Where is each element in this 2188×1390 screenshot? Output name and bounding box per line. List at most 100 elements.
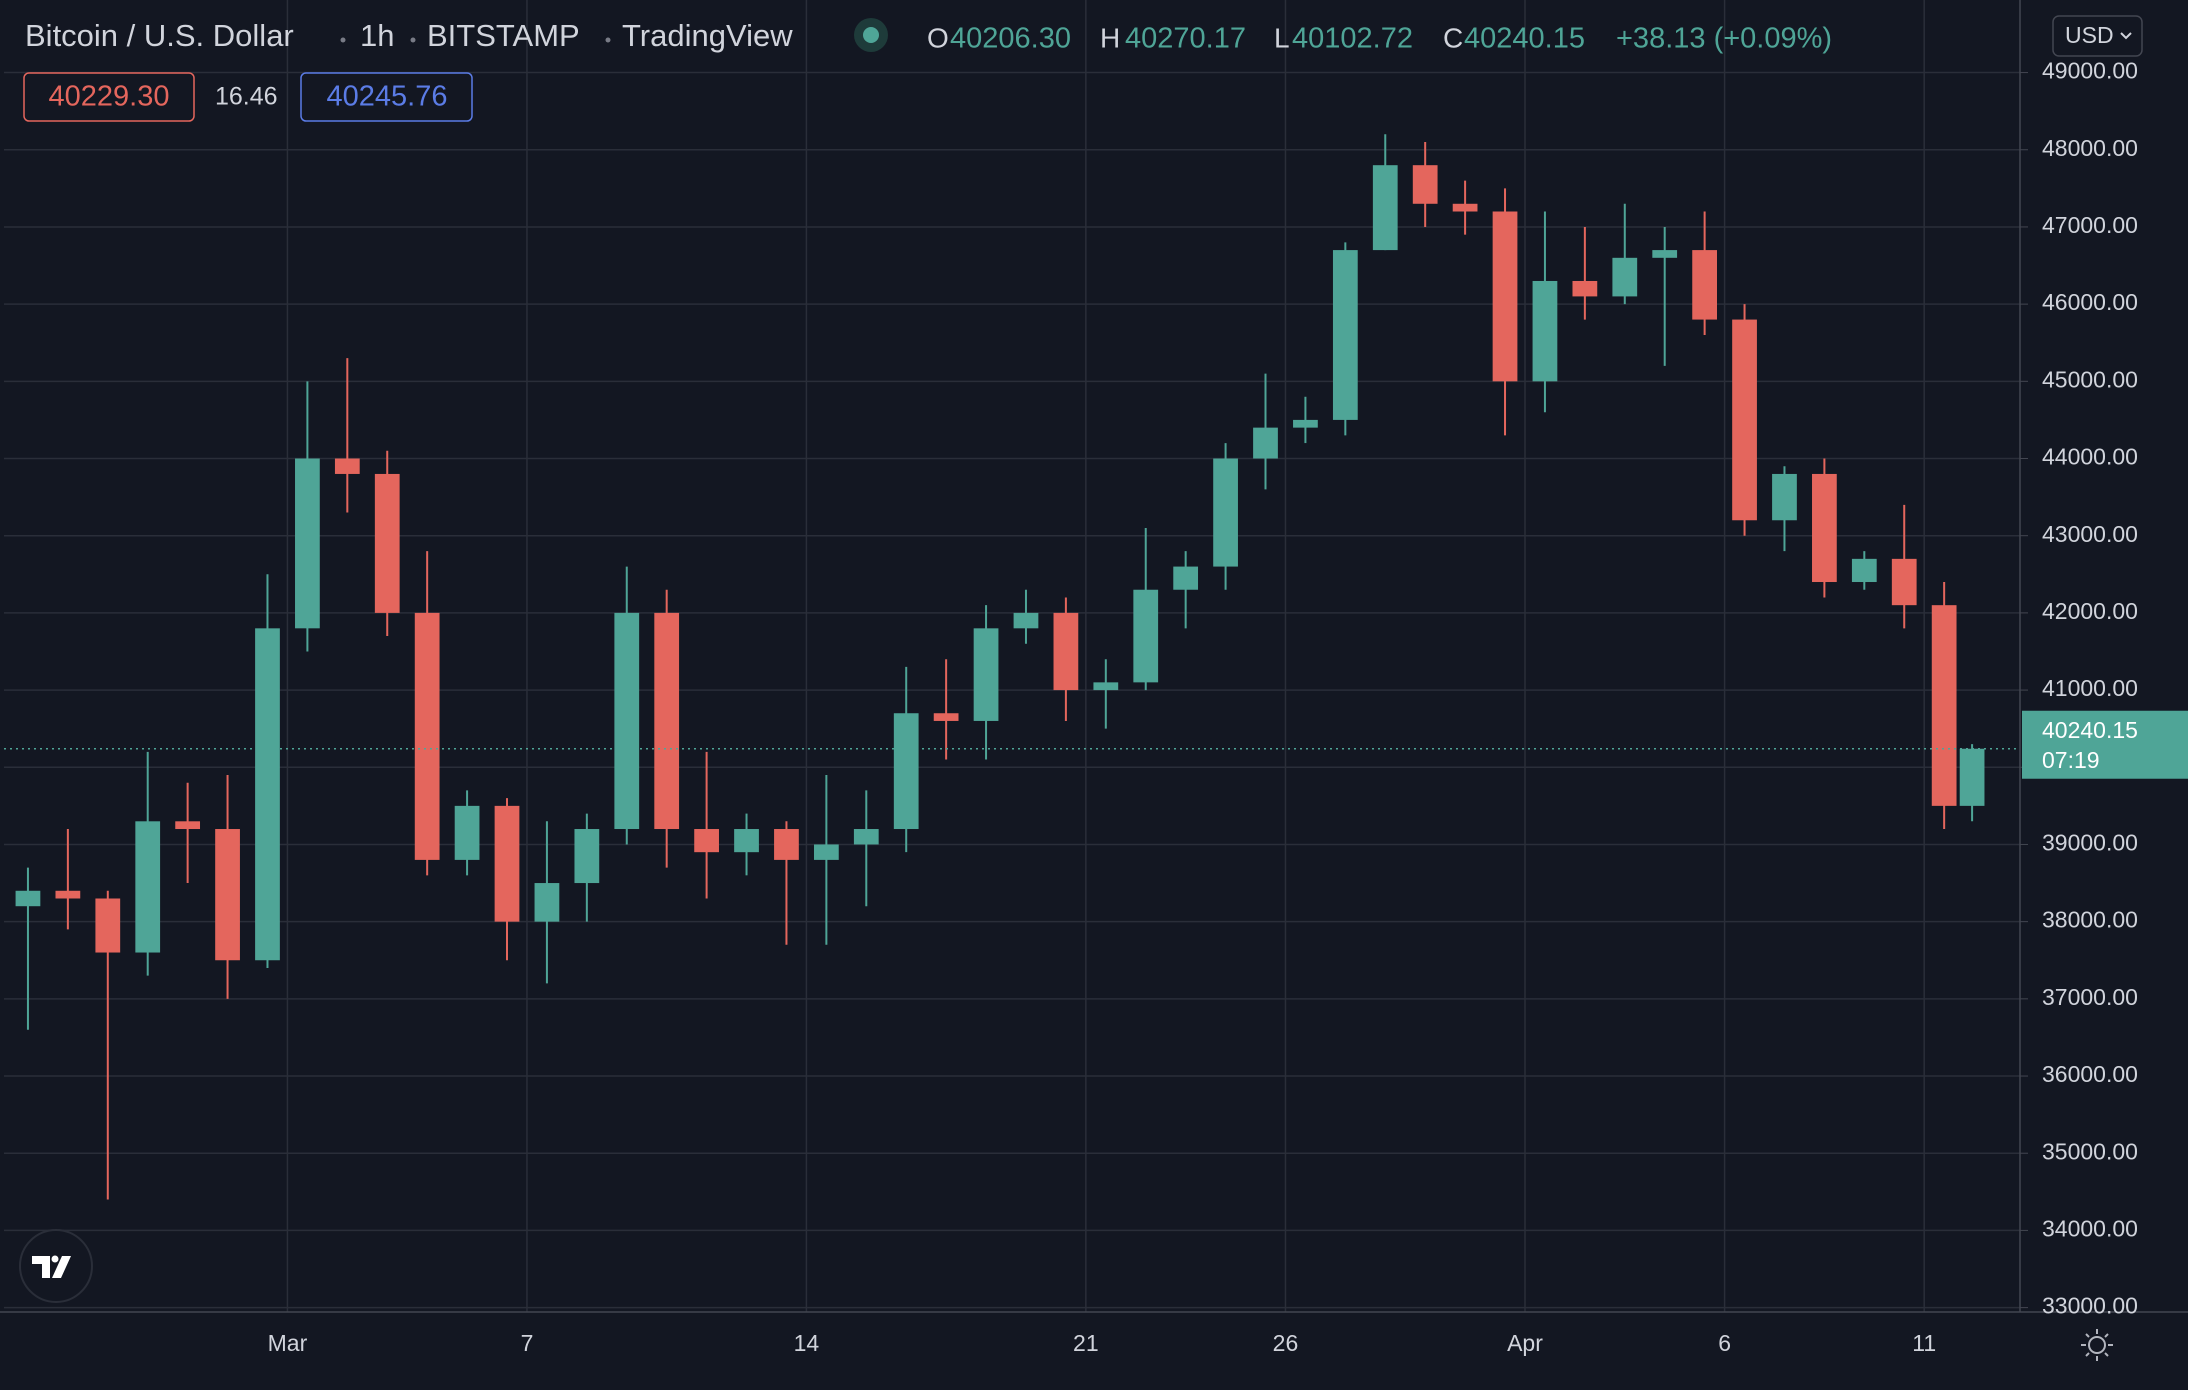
y-tick-label: 46000.00 <box>2042 289 2138 315</box>
candle-body <box>1412 165 1438 204</box>
ask-price: 40245.76 <box>327 81 448 113</box>
chevron <box>2120 32 2132 40</box>
high-value: 40270.17 <box>1125 23 1246 55</box>
y-tick-label: 33000.00 <box>2042 1293 2138 1319</box>
candle-body <box>1053 612 1079 691</box>
x-tick-label: Mar <box>268 1330 308 1356</box>
candle-body <box>55 890 81 899</box>
candle-body <box>654 612 680 830</box>
y-tick-label: 35000.00 <box>2042 1138 2138 1164</box>
y-tick-label: 44000.00 <box>2042 444 2138 470</box>
gear-ring <box>2088 1336 2106 1354</box>
y-tick-label: 34000.00 <box>2042 1215 2138 1241</box>
candle-body <box>1612 257 1638 297</box>
candle-body <box>1372 165 1398 251</box>
tradingview-logo[interactable] <box>19 1229 93 1303</box>
x-tick-label: Apr <box>1507 1330 1543 1356</box>
candle-body <box>1732 319 1757 521</box>
candle-body <box>295 458 320 629</box>
candle-body <box>893 713 919 830</box>
separator <box>605 37 611 43</box>
candle-body <box>1013 612 1039 629</box>
y-tick-label: 43000.00 <box>2042 521 2138 547</box>
candle-body <box>1851 558 1877 583</box>
countdown-label: 07:19 <box>2042 747 2100 773</box>
candle-body <box>1891 558 1917 606</box>
logo-mark <box>32 1256 71 1278</box>
low-label: L <box>1274 22 1290 53</box>
y-tick-label: 49000.00 <box>2042 58 2138 84</box>
market-status-dot <box>863 27 879 43</box>
y-tick-label: 42000.00 <box>2042 598 2138 624</box>
close-label: C <box>1443 22 1463 53</box>
spread: 16.46 <box>215 83 278 111</box>
change-value: +38.13 (+0.09%) <box>1616 23 1832 55</box>
candle-body <box>853 829 879 845</box>
logo-dot <box>51 1255 59 1263</box>
candle-body <box>1133 589 1159 683</box>
candle-body <box>1173 566 1199 590</box>
candle-body <box>1332 250 1358 420</box>
candle-body <box>1812 473 1837 583</box>
candle-body <box>813 844 839 860</box>
y-tick-label: 48000.00 <box>2042 135 2138 161</box>
x-tick-label: 11 <box>1912 1330 1936 1356</box>
y-tick-label: 47000.00 <box>2042 212 2138 238</box>
bid-box[interactable] <box>23 72 195 122</box>
settings-icon[interactable] <box>2081 1329 2113 1361</box>
candle-body <box>414 612 440 860</box>
candle-body <box>454 805 480 860</box>
candle-body <box>1959 748 1985 806</box>
last-price-box <box>2022 710 2188 779</box>
source: TradingView <box>622 18 793 53</box>
candle-body <box>1532 280 1558 382</box>
open-label: O <box>927 22 949 53</box>
ask-box[interactable] <box>300 72 473 122</box>
candle-body <box>734 829 759 853</box>
y-tick-label: 45000.00 <box>2042 366 2138 392</box>
candle-body <box>774 829 799 860</box>
y-tick-label: 36000.00 <box>2042 1061 2138 1087</box>
x-tick-label: 26 <box>1273 1330 1299 1356</box>
y-tick-label: 37000.00 <box>2042 984 2138 1010</box>
candle-body <box>255 628 280 961</box>
currency: USD <box>2065 22 2114 48</box>
candle-body <box>574 829 600 884</box>
currency-button[interactable] <box>2052 15 2143 57</box>
candle-body <box>1492 211 1518 382</box>
close-value: 40240.15 <box>1464 23 1585 55</box>
candle-body <box>1772 473 1797 521</box>
legend-header: Bitcoin / U.S. Dollar 1h BITSTAMP Tradin… <box>23 18 1832 122</box>
candle-body <box>215 829 240 961</box>
candle-body <box>973 628 999 721</box>
candle-body <box>1293 419 1318 428</box>
candle-body <box>1931 605 1957 806</box>
candle-body <box>1652 250 1678 258</box>
candle-body <box>1692 250 1718 320</box>
candle-body <box>15 890 41 907</box>
candle-body <box>494 805 520 922</box>
y-tick-label: 38000.00 <box>2042 907 2138 933</box>
x-tick-label: 21 <box>1073 1330 1099 1356</box>
x-tick-label: 6 <box>1718 1330 1731 1356</box>
low-value: 40102.72 <box>1292 23 1413 55</box>
axes: 33000.00 34000.00 35000.00 36000.00 37000.00… <box>4 58 2188 1356</box>
candle-body <box>614 612 640 830</box>
gear-teeth <box>2081 1329 2113 1361</box>
x-tick-label: 7 <box>521 1330 534 1356</box>
interval: 1h <box>360 18 394 53</box>
candle-body <box>534 883 560 922</box>
bid-price: 40229.30 <box>49 81 170 113</box>
open-value: 40206.30 <box>950 23 1071 55</box>
candle-body <box>135 821 161 953</box>
x-tick-label: 14 <box>794 1330 820 1356</box>
y-tick-label: 39000.00 <box>2042 830 2138 856</box>
candle-body <box>95 898 121 953</box>
candles <box>15 134 1985 1200</box>
candle-body <box>1452 203 1478 212</box>
separator <box>340 37 346 43</box>
candle-body <box>694 829 719 853</box>
candle-body <box>175 821 201 830</box>
